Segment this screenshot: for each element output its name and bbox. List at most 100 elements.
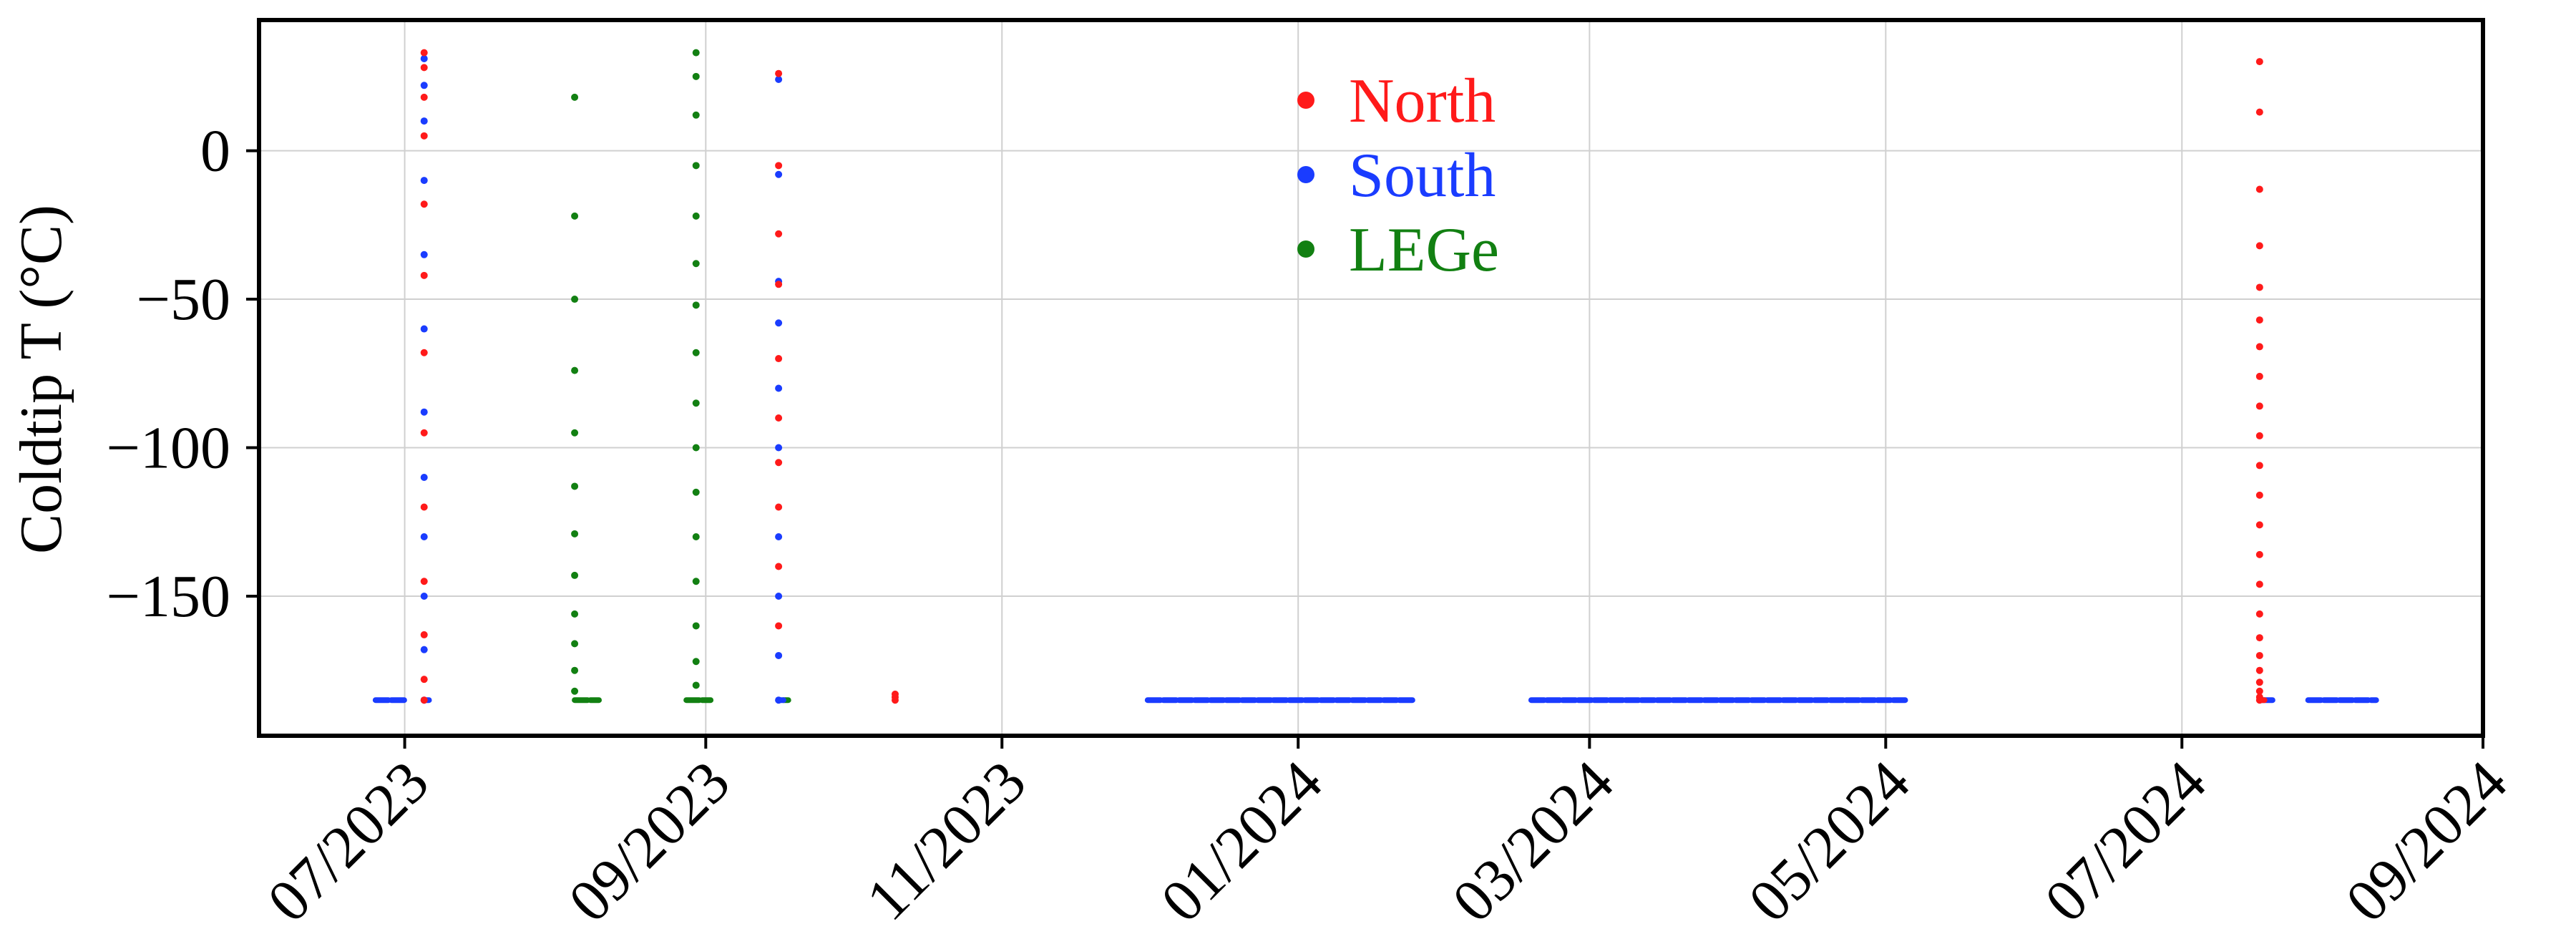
data-point xyxy=(2255,580,2263,588)
data-point xyxy=(420,200,428,208)
data-point xyxy=(420,503,428,511)
data-point xyxy=(2255,343,2263,351)
data-point xyxy=(692,260,700,268)
data-point xyxy=(2255,696,2263,704)
data-point xyxy=(571,212,579,220)
data-point xyxy=(692,681,700,689)
x-tick-label: 09/2024 xyxy=(2333,749,2519,930)
data-point xyxy=(571,610,579,618)
data-point xyxy=(692,162,700,170)
data-point xyxy=(420,271,428,279)
data-point xyxy=(420,82,428,89)
legend-entry: South xyxy=(1349,141,1496,210)
data-point xyxy=(571,93,579,101)
x-tick-label: 05/2024 xyxy=(1736,749,1922,930)
data-point xyxy=(420,676,428,684)
data-point xyxy=(775,355,783,363)
series-north xyxy=(420,49,2268,704)
data-point xyxy=(692,212,700,220)
data-point xyxy=(2255,316,2263,324)
data-point xyxy=(775,75,783,83)
data-point xyxy=(692,532,700,540)
data-point xyxy=(420,408,428,416)
data-point xyxy=(2255,432,2263,439)
data-point xyxy=(692,111,700,119)
data-point xyxy=(420,117,428,125)
data-point xyxy=(692,444,700,452)
data-point xyxy=(692,349,700,356)
data-point xyxy=(420,325,428,333)
data-point xyxy=(692,658,700,666)
y-tick-label: −100 xyxy=(107,415,230,482)
data-point xyxy=(420,132,428,140)
data-point xyxy=(2255,58,2263,66)
y-axis-label: Coldtip T (°C) xyxy=(8,205,74,554)
data-point xyxy=(2255,521,2263,529)
data-point xyxy=(571,571,579,579)
data-point xyxy=(775,319,783,327)
data-point xyxy=(775,563,783,570)
data-point xyxy=(775,444,783,452)
data-point xyxy=(571,296,579,303)
x-tick-label: 01/2024 xyxy=(1148,749,1335,930)
data-point xyxy=(692,49,700,57)
legend-marker xyxy=(1297,240,1314,258)
data-point xyxy=(775,230,783,238)
data-point xyxy=(692,578,700,585)
data-point xyxy=(2255,550,2263,558)
x-tick-label: 11/2023 xyxy=(854,749,1038,930)
data-point xyxy=(571,482,579,490)
data-point xyxy=(692,301,700,309)
data-point xyxy=(571,530,579,537)
data-point xyxy=(2255,651,2263,659)
x-tick-label: 03/2024 xyxy=(1440,749,1626,930)
plot-frame xyxy=(257,18,2485,738)
data-point xyxy=(420,64,428,72)
data-point xyxy=(2255,108,2263,116)
data-point xyxy=(2255,666,2263,674)
data-point xyxy=(420,93,428,101)
data-point xyxy=(420,349,428,356)
legend-marker xyxy=(1297,92,1314,109)
data-point xyxy=(775,384,783,392)
data-point xyxy=(775,281,783,288)
axis-ticks: 07/2023 09/2023 11/2023 01/2024 03/2024 05/20… xyxy=(107,118,2520,934)
data-point xyxy=(692,72,700,80)
y-tick-label: −150 xyxy=(107,563,230,630)
data-point xyxy=(2255,462,2263,470)
data-point xyxy=(775,651,783,659)
x-tick-label: 07/2024 xyxy=(2032,749,2218,930)
data-point xyxy=(775,170,783,178)
data-point xyxy=(775,459,783,467)
data-point xyxy=(420,49,428,57)
data-point xyxy=(420,429,428,437)
data-point xyxy=(775,532,783,540)
data-point xyxy=(420,696,428,704)
plot-data xyxy=(372,49,2379,704)
series-south xyxy=(372,54,2379,704)
data-point xyxy=(420,474,428,482)
grid xyxy=(259,20,2483,736)
data-point xyxy=(775,414,783,422)
data-point xyxy=(420,54,428,62)
data-point xyxy=(571,687,579,695)
data-point xyxy=(571,640,579,648)
y-tick-label: −50 xyxy=(137,266,230,333)
data-point xyxy=(2255,610,2263,618)
data-point xyxy=(420,177,428,185)
legend-marker xyxy=(1297,166,1314,183)
data-point xyxy=(420,250,428,258)
y-tick-label: 0 xyxy=(200,118,230,185)
data-point xyxy=(2255,402,2263,410)
data-point xyxy=(2255,185,2263,193)
data-point xyxy=(775,69,783,77)
data-point xyxy=(420,646,428,653)
data-point xyxy=(2255,283,2263,291)
data-point xyxy=(420,532,428,540)
data-point xyxy=(420,631,428,638)
data-point xyxy=(775,503,783,511)
data-point xyxy=(571,429,579,437)
data-point xyxy=(692,622,700,630)
data-point xyxy=(571,366,579,374)
